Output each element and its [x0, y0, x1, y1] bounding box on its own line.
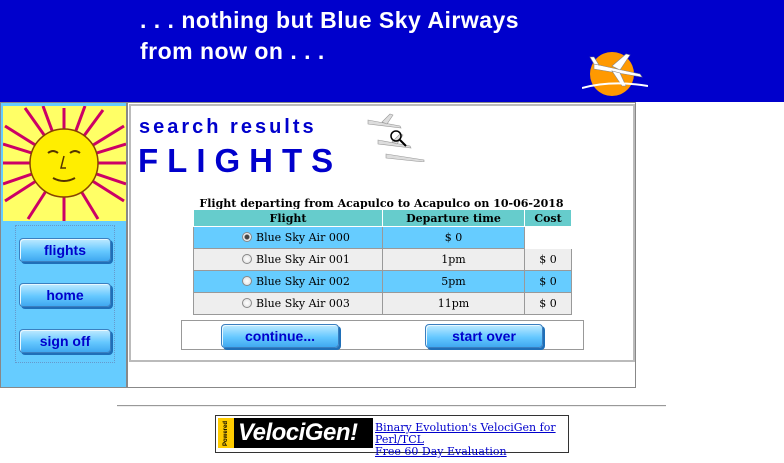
- flight-radio[interactable]: [242, 254, 252, 264]
- nav-sign-off-button[interactable]: sign off: [19, 329, 111, 353]
- continue-button[interactable]: continue...: [221, 324, 339, 348]
- column-header-cost: Cost: [524, 209, 572, 227]
- nav-flights-button[interactable]: flights: [19, 238, 111, 262]
- nav-home-button[interactable]: home: [19, 283, 111, 307]
- sponsor-link-product[interactable]: Binary Evolution's VelociGen for Perl/TC…: [375, 421, 556, 446]
- sun-icon: [2, 105, 127, 221]
- column-header-departure: Departure time: [382, 209, 525, 227]
- powered-by-label: Powered By: [218, 418, 245, 448]
- sidebar: flights home sign off: [0, 102, 127, 388]
- column-header-flight: Flight: [193, 209, 383, 227]
- velocigen-brand: VelociGen!: [238, 419, 358, 446]
- tagline-line-2: from now on . . .: [140, 38, 325, 64]
- tagline-line-1: . . . nothing but Blue Sky Airways: [140, 7, 520, 33]
- flight-name: Blue Sky Air 001: [256, 253, 350, 266]
- nav-menu: flights home sign off: [15, 225, 115, 363]
- table-header-row: Flight Departure time Cost: [193, 209, 572, 227]
- flight-name: Blue Sky Air 003: [256, 297, 350, 310]
- flight-cell[interactable]: Blue Sky Air 001: [193, 248, 383, 271]
- cost-cell: $ 0: [524, 248, 572, 271]
- departure-cell: 1pm: [382, 248, 525, 271]
- site-header: . . . nothing but Blue Sky Airways from …: [0, 0, 784, 102]
- footer-divider: [117, 405, 666, 407]
- cost-cell: $ 0: [524, 292, 572, 315]
- flights-table: Flight Departure time Cost Blue Sky Air …: [193, 209, 572, 315]
- flight-radio[interactable]: [242, 298, 252, 308]
- cost-cell: [524, 226, 572, 249]
- airline-logo-icon: [582, 52, 648, 96]
- departure-cell: 11pm: [382, 292, 525, 315]
- flight-cell[interactable]: Blue Sky Air 000: [193, 226, 383, 249]
- velocigen-logo[interactable]: Powered By VelociGen!: [218, 418, 373, 448]
- cost-cell: $ 0: [524, 270, 572, 293]
- table-row[interactable]: Blue Sky Air 003 11pm $ 0: [193, 292, 572, 315]
- table-row[interactable]: Blue Sky Air 000 $ 0: [193, 226, 572, 249]
- page-title: FLIGHTS: [138, 142, 343, 179]
- site-tagline: . . . nothing but Blue Sky Airways from …: [140, 5, 519, 67]
- planes-magnifier-icon: [367, 113, 425, 162]
- departure-cell: 5pm: [382, 270, 525, 293]
- sun-logo: [2, 105, 127, 221]
- flight-radio[interactable]: [242, 232, 252, 242]
- sponsor-links: Binary Evolution's VelociGen for Perl/TC…: [375, 422, 568, 458]
- section-title: search results: [139, 116, 317, 138]
- flight-name: Blue Sky Air 002: [256, 275, 350, 288]
- table-row[interactable]: Blue Sky Air 001 1pm $ 0: [193, 248, 572, 271]
- flight-radio[interactable]: [242, 276, 252, 286]
- table-row[interactable]: Blue Sky Air 002 5pm $ 0: [193, 270, 572, 293]
- flight-name: Blue Sky Air 000: [256, 231, 350, 244]
- sponsor-banner: Powered By VelociGen! Binary Evolution's…: [215, 415, 569, 458]
- start-over-button[interactable]: start over: [425, 324, 543, 348]
- flight-cell[interactable]: Blue Sky Air 002: [193, 270, 383, 293]
- action-bar: continue... start over: [181, 320, 584, 350]
- sponsor-link-trial[interactable]: Free 60 Day Evaluation: [375, 445, 507, 458]
- departure-cell: $ 0: [382, 226, 525, 249]
- flight-cell[interactable]: Blue Sky Air 003: [193, 292, 383, 315]
- flight-caption: Flight departing from Acapulco to Acapul…: [199, 197, 564, 210]
